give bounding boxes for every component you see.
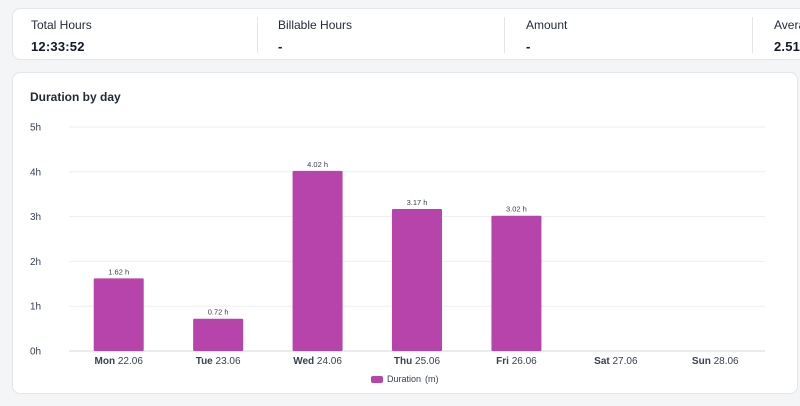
y-tick-label: 5h [30, 123, 41, 134]
duration-bar-chart: 0h 1h 2h 3h 4h 5h 1.62 h Mon 22.06 0.72 h Tue 23.… [30, 123, 765, 367]
y-tick-label: 4h [30, 167, 41, 178]
category-date: 26.06 [512, 356, 537, 367]
stat-total-hours: Total Hours 12:33:52 [31, 9, 92, 59]
category-date: 25.06 [415, 356, 440, 367]
stat-divider [257, 17, 258, 53]
stat-value: - [526, 39, 531, 54]
category-date: 23.06 [216, 356, 241, 367]
bar [491, 215, 542, 351]
stat-value: 12:33:52 [31, 39, 85, 54]
category-date: 27.06 [613, 356, 638, 367]
y-tick-label: 1h [30, 302, 41, 313]
bar-data-label: 3.02 h [506, 205, 527, 214]
stat-average: Avera 2.51 [774, 9, 800, 59]
chart-title: Duration by day [30, 90, 121, 104]
x-category-label: Thu 25.06 [394, 356, 441, 367]
stat-value: 2.51 [774, 39, 800, 54]
category-day: Sun [692, 356, 714, 367]
category-date: 28.06 [714, 356, 739, 367]
bar [392, 208, 442, 351]
stat-amount: Amount - [526, 9, 568, 59]
stat-divider [504, 17, 505, 53]
category-day: Thu [394, 356, 415, 367]
category-day: Wed [293, 356, 317, 367]
stat-label: Amount [526, 18, 568, 32]
stat-billable-hours: Billable Hours - [278, 9, 353, 59]
y-tick-label: 0h [30, 347, 41, 358]
bar-data-label: 1.62 h [108, 267, 129, 276]
stat-divider [752, 17, 753, 53]
category-day: Tue [196, 356, 216, 367]
legend-swatch [371, 375, 383, 383]
stat-label: Billable Hours [278, 18, 353, 32]
x-category-label: Wed 24.06 [293, 356, 342, 367]
x-category-label: Fri 26.06 [496, 356, 537, 367]
legend-unit: (m) [425, 374, 439, 384]
category-date: 22.06 [118, 356, 143, 367]
legend-label: Duration [387, 374, 422, 384]
duration-chart-card: Duration by day 0h 1h 2h 3h 4h 5h 1.62 h Mon 22… [12, 72, 798, 394]
category-day: Mon [95, 356, 118, 367]
bar [93, 278, 144, 351]
bar-data-label: 4.02 h [307, 160, 328, 169]
x-category-label: Mon 22.06 [95, 356, 144, 367]
x-category-label: Tue 23.06 [196, 356, 241, 367]
category-day: Fri [496, 356, 512, 367]
bar-data-label: 0.72 h [208, 308, 229, 317]
category-date: 24.06 [317, 356, 342, 367]
stat-label: Avera [774, 18, 800, 32]
bar [193, 318, 244, 351]
stats-summary-card: Total Hours 12:33:52 Billable Hours - Am… [12, 8, 800, 60]
bar-data-label: 3.17 h [407, 198, 428, 207]
stat-label: Total Hours [31, 18, 92, 32]
x-category-label: Sun 28.06 [692, 356, 739, 367]
chart-legend[interactable]: Duration (m) [371, 374, 439, 384]
category-day: Sat [594, 356, 612, 367]
stat-value: - [278, 39, 283, 54]
y-tick-label: 3h [30, 212, 41, 223]
x-category-label: Sat 27.06 [594, 356, 638, 367]
y-tick-label: 2h [30, 257, 41, 268]
bar [292, 170, 343, 351]
